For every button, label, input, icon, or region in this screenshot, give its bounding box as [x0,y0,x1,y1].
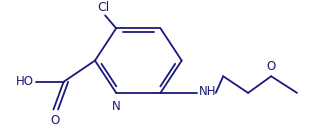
Text: O: O [51,114,60,127]
Text: Cl: Cl [97,1,110,14]
Text: O: O [267,60,276,73]
Text: NH: NH [199,85,217,98]
Text: HO: HO [16,75,34,88]
Text: N: N [112,100,121,113]
